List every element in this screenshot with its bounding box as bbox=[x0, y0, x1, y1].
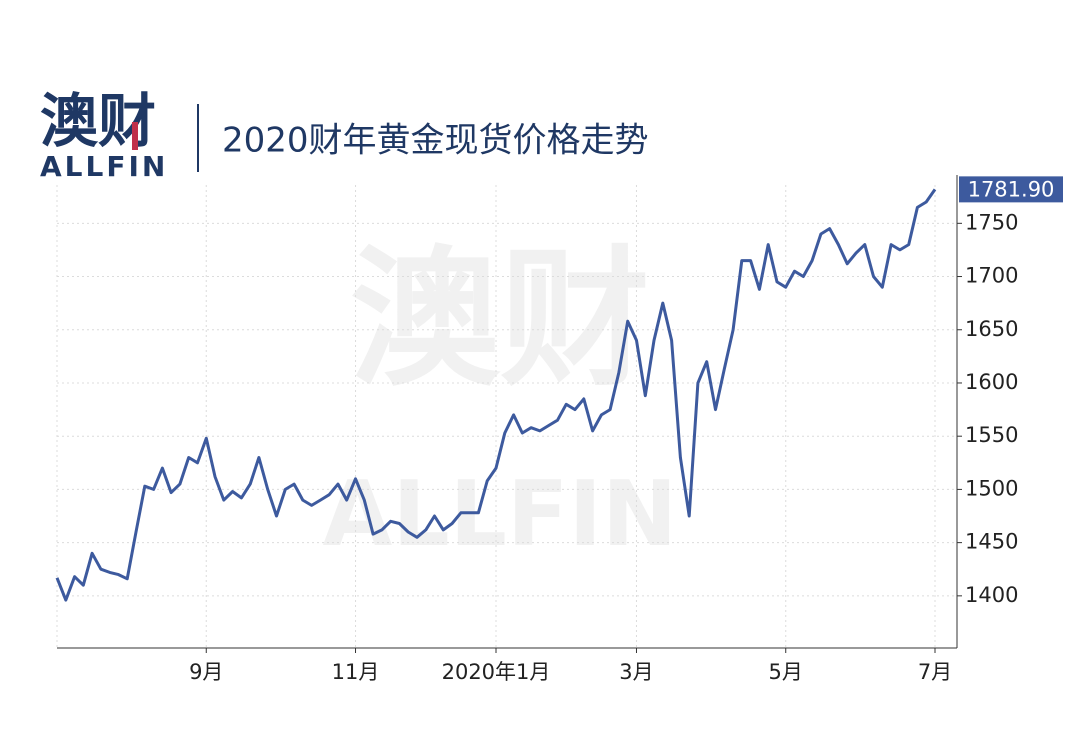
y-tick-label: 1600 bbox=[965, 370, 1018, 394]
value-label-box bbox=[959, 176, 1063, 203]
y-tick-label: 1700 bbox=[965, 264, 1018, 288]
logo-cn: 澳财 bbox=[40, 87, 156, 155]
y-tick-label: 1500 bbox=[965, 476, 1018, 500]
logo-accent bbox=[132, 122, 138, 150]
watermark: ALLFIN bbox=[323, 462, 678, 567]
price-line bbox=[55, 188, 937, 602]
y-tick-label: 1750 bbox=[965, 210, 1018, 234]
x-tick-label: 7月 bbox=[918, 660, 952, 684]
watermark: 澳财 bbox=[350, 233, 650, 407]
value-label: 1781.90 bbox=[968, 177, 1055, 201]
y-tick-label: 1650 bbox=[965, 317, 1018, 341]
x-tick-label: 9月 bbox=[189, 660, 223, 684]
x-tick-label: 5月 bbox=[769, 660, 803, 684]
y-tick-label: 1400 bbox=[965, 583, 1018, 607]
y-tick-label: 1450 bbox=[965, 530, 1018, 554]
y-tick-label: 1550 bbox=[965, 423, 1018, 447]
x-tick-label: 3月 bbox=[619, 660, 653, 684]
x-tick-label: 11月 bbox=[332, 660, 380, 684]
chart-title: 2020财年黄金现货价格走势 bbox=[222, 121, 649, 161]
logo-en: ALLFIN bbox=[40, 150, 168, 183]
x-tick-label: 2020年1月 bbox=[442, 660, 551, 684]
